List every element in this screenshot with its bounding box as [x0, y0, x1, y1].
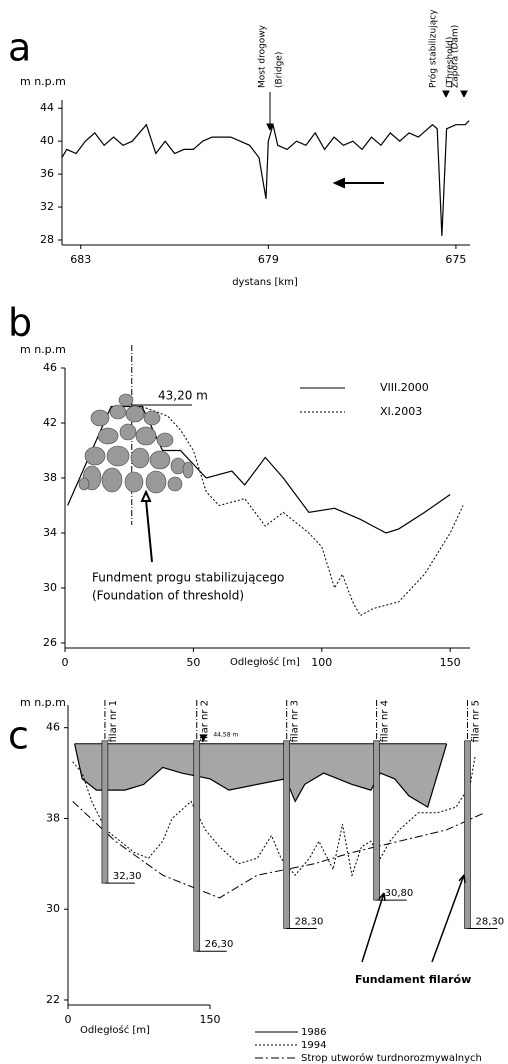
annotation: Most drogowy: [258, 24, 268, 88]
y-tick-label: 30: [46, 902, 60, 915]
series-line: [72, 801, 485, 899]
annotation: Fundament filarów: [355, 973, 471, 986]
rock: [156, 432, 174, 448]
x-tick-label: 683: [70, 253, 91, 266]
x-tick-label: 150: [440, 656, 461, 669]
annotation-arrow: [361, 874, 466, 963]
y-tick-label: 38: [43, 471, 57, 484]
series-line: [61, 120, 470, 236]
rock: [97, 427, 119, 445]
rock: [125, 405, 145, 423]
y-axis-title: m n.p.m: [20, 696, 66, 709]
x-tick-label: 0: [65, 1013, 72, 1026]
x-axis-title: dystans [km]: [232, 277, 298, 288]
pillar: [373, 740, 380, 901]
annotation: Fundment progu stabilizującego: [92, 571, 284, 585]
pillar: [101, 740, 109, 884]
x-tick-label: 675: [445, 253, 466, 266]
y-tick-label: 30: [43, 581, 57, 594]
pillar-name: filar nr 2: [200, 700, 211, 743]
rock: [135, 426, 157, 446]
pillar-bottom-label: 28,30: [295, 917, 324, 928]
rock: [124, 471, 144, 493]
water-level-marker: [199, 734, 208, 742]
annotation-arrow: [460, 90, 468, 98]
rock: [143, 410, 161, 426]
pillar: [464, 740, 471, 929]
x-tick-label: 150: [200, 1013, 221, 1026]
rock: [90, 409, 110, 427]
pillar: [193, 740, 201, 952]
legend-label: 1986: [301, 1027, 326, 1038]
pillar: [283, 740, 290, 929]
y-tick-label: 42: [43, 416, 57, 429]
rock: [118, 393, 134, 407]
y-axis-title: m n.p.m: [20, 75, 66, 88]
x-axis-title: Odległość [m]: [230, 656, 300, 668]
pillar-name: filar nr 4: [380, 700, 391, 743]
y-tick-label: 38: [46, 811, 60, 824]
y-tick-label: 34: [43, 526, 57, 539]
annotation: (Threshold): [446, 37, 456, 88]
x-tick-label: 50: [186, 656, 200, 669]
rock: [149, 450, 171, 470]
pillar-name: filar nr 3: [290, 700, 301, 743]
water-area: [74, 743, 447, 808]
rock: [78, 477, 90, 491]
y-tick-label: 26: [43, 636, 57, 649]
pillar-name: filar nr 5: [470, 700, 481, 743]
y-tick-label: 28: [40, 233, 54, 246]
pillar-name: filar nr 1: [108, 700, 119, 743]
pillar-bottom-label: 30,80: [385, 888, 414, 899]
y-tick-label: 40: [40, 134, 54, 147]
y-tick-label: 32: [40, 200, 54, 213]
y-tick-label: 46: [43, 361, 57, 374]
annotation-arrow: [442, 90, 450, 98]
x-axis-title: Odległość [m]: [80, 1024, 150, 1036]
annotation: (Foundation of threshold): [92, 589, 244, 603]
legend-label: VIII.2000: [380, 381, 429, 394]
annotation: Próg stabilizujący: [428, 9, 439, 88]
water-level-label: 44,58 m: [213, 731, 238, 738]
x-tick-label: 100: [311, 656, 332, 669]
rock: [167, 476, 183, 492]
pillar-bottom-label: 26,30: [205, 939, 234, 950]
y-tick-label: 36: [40, 167, 54, 180]
rock: [119, 423, 137, 441]
rock: [101, 467, 123, 493]
annotation: 43,20 m: [158, 389, 208, 403]
x-tick-label: 679: [258, 253, 279, 266]
rock: [182, 461, 194, 479]
panel-label: b: [8, 301, 32, 345]
pillar-bottom-label: 28,30: [475, 917, 504, 928]
annotation-arrow: [140, 489, 153, 563]
y-tick-label: 44: [40, 101, 54, 114]
y-tick-label: 22: [46, 993, 60, 1006]
x-tick-label: 0: [62, 656, 69, 669]
pillar-bottom-label: 32,30: [113, 871, 142, 882]
rock: [84, 446, 106, 466]
legend-label: XI.2003: [380, 405, 422, 418]
annotation-arrow: [266, 92, 274, 131]
annotation: (Bridge): [275, 52, 285, 88]
rock: [145, 470, 167, 494]
y-axis-title: m n.p.m: [20, 343, 66, 356]
panel-label: c: [8, 714, 29, 758]
legend-label: 1994: [301, 1040, 326, 1051]
rock: [106, 445, 130, 467]
y-tick-label: 46: [46, 721, 60, 734]
panel-label: a: [8, 26, 31, 70]
legend-label: Strop utworów turdnorozmywalnych: [301, 1052, 482, 1064]
rock: [109, 404, 127, 420]
series-line: [141, 406, 464, 617]
rock: [130, 447, 150, 469]
flow-arrow: [332, 177, 384, 189]
annotation: Zapora (Dam): [451, 25, 461, 88]
